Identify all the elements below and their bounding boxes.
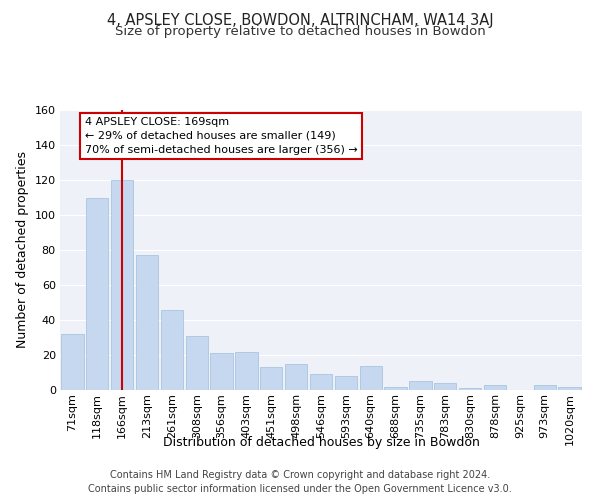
Bar (161, 310, 183, 390)
Bar (285, 364, 307, 390)
Bar (211, 353, 233, 390)
Text: Size of property relative to detached houses in Bowdon: Size of property relative to detached ho… (115, 25, 485, 38)
Bar (559, 386, 581, 390)
Bar (459, 388, 481, 390)
Bar (185, 336, 208, 390)
Bar (359, 366, 382, 390)
Bar (434, 383, 457, 390)
Text: 4 APSLEY CLOSE: 169sqm
← 29% of detached houses are smaller (149)
70% of semi-de: 4 APSLEY CLOSE: 169sqm ← 29% of detached… (85, 117, 358, 155)
Bar (136, 255, 158, 390)
Text: 4, APSLEY CLOSE, BOWDON, ALTRINCHAM, WA14 3AJ: 4, APSLEY CLOSE, BOWDON, ALTRINCHAM, WA1… (107, 12, 493, 28)
Bar (86, 198, 109, 390)
Bar (409, 381, 431, 390)
Bar (533, 385, 556, 390)
Bar (484, 385, 506, 390)
Bar (235, 352, 257, 390)
Text: Contains HM Land Registry data © Crown copyright and database right 2024.
Contai: Contains HM Land Registry data © Crown c… (88, 470, 512, 494)
Bar (385, 386, 407, 390)
Bar (260, 367, 283, 390)
Bar (111, 180, 133, 390)
Text: Distribution of detached houses by size in Bowdon: Distribution of detached houses by size … (163, 436, 479, 449)
Y-axis label: Number of detached properties: Number of detached properties (16, 152, 29, 348)
Bar (335, 376, 357, 390)
Bar (310, 374, 332, 390)
Bar (61, 334, 83, 390)
